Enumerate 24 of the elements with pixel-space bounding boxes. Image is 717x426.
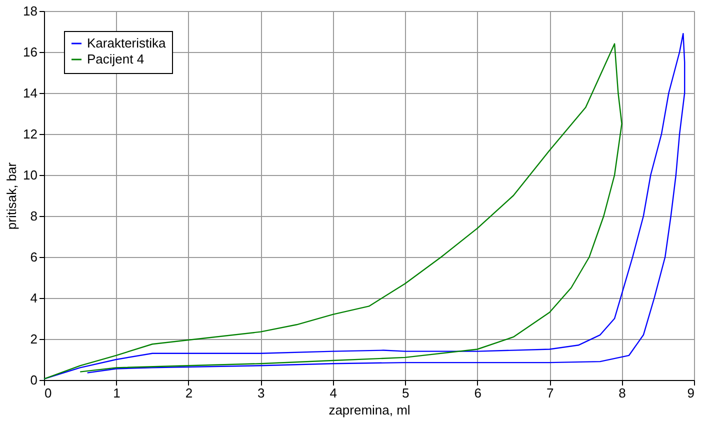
y-tick-label: 16 (23, 44, 38, 60)
y-tick-label: 6 (30, 250, 38, 264)
x-axis-title: zapremina, ml (328, 402, 410, 418)
y-tick-label: 0 (30, 372, 38, 388)
legend-label: Karakteristika (87, 36, 167, 50)
y-tick-label: 12 (23, 126, 38, 142)
y-axis-title: pritisak, bar (4, 162, 20, 230)
y-tick-label: 4 (30, 290, 38, 306)
x-tick-label: 2 (185, 386, 193, 400)
x-tick-label: 8 (618, 386, 626, 400)
x-tick-label: 1 (113, 386, 120, 400)
x-tick-label: 6 (474, 386, 482, 400)
y-tick-label: 18 (23, 4, 38, 18)
x-tick-label: 3 (258, 386, 265, 400)
x-tick-label: 0 (44, 386, 52, 400)
y-tick-label: 14 (23, 86, 38, 100)
x-tick-label: 4 (330, 386, 338, 400)
y-tick-label: 10 (23, 168, 38, 182)
legend-label: Pacijent 4 (87, 52, 144, 66)
y-tick-label: 2 (30, 332, 38, 346)
x-tick-label: 5 (402, 386, 410, 400)
y-tick-label: 8 (30, 208, 38, 224)
x-tick-label: 9 (687, 386, 694, 400)
x-tick-label: 7 (546, 386, 554, 400)
